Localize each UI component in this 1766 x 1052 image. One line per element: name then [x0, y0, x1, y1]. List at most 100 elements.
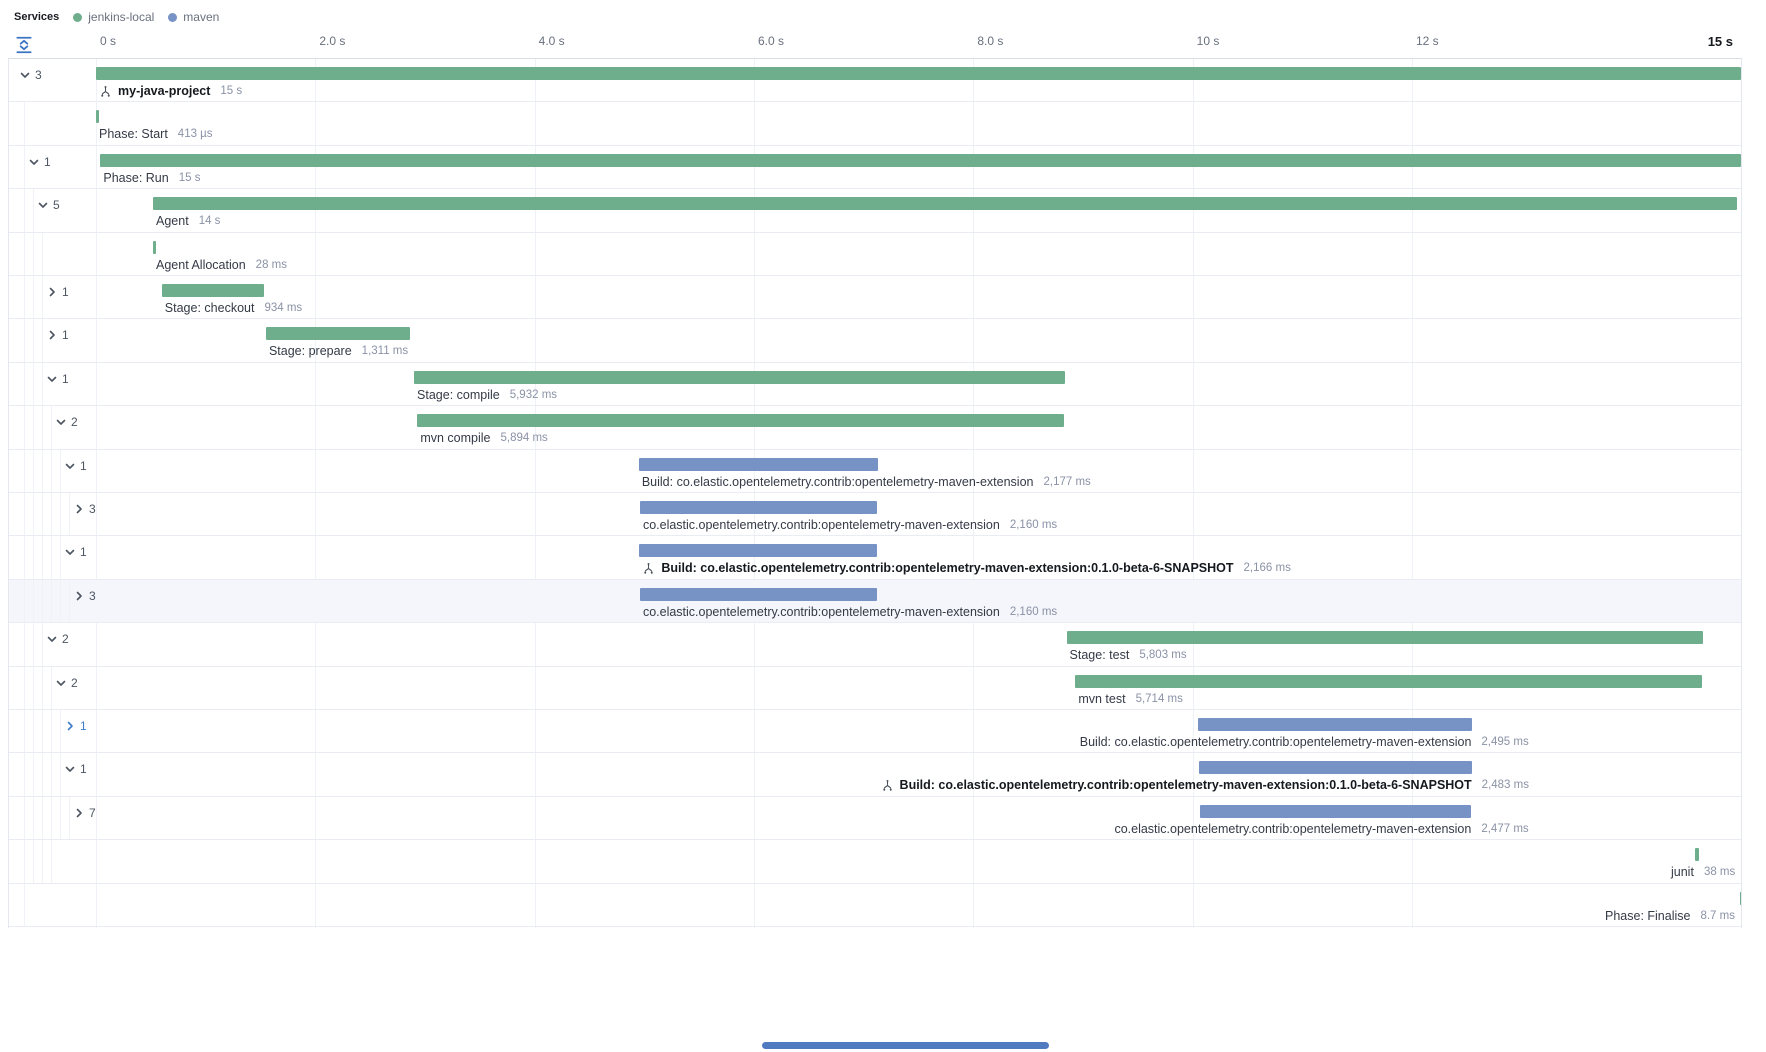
tree-guide-line: [42, 449, 43, 492]
span-bar[interactable]: [639, 544, 877, 558]
span-row[interactable]: Phase: Start 413 µs: [9, 102, 1741, 146]
span-duration: 1,311 ms: [361, 345, 409, 358]
span-row[interactable]: 1 Stage: prepare 1,311 ms: [9, 319, 1741, 363]
tree-guide-line: [51, 666, 52, 709]
span-duration: 413 µs: [177, 128, 213, 141]
expand-toggle-button[interactable]: 1: [64, 459, 87, 473]
tree-guide-line: [24, 536, 25, 579]
span-row[interactable]: 3 co.elastic.opentelemetry.contrib:opente…: [9, 579, 1741, 624]
span-name: Phase: Run: [103, 170, 169, 185]
span-name: Agent Allocation: [156, 257, 246, 272]
expand-toggle-button[interactable]: 1: [46, 372, 69, 386]
chevron-right-icon: [46, 286, 58, 298]
span-bar[interactable]: [1199, 761, 1472, 775]
span-bar[interactable]: [161, 284, 265, 297]
span-bar[interactable]: [1199, 804, 1472, 818]
tree-guide-line: [33, 276, 34, 319]
span-label: Agent Allocation 28 ms: [156, 258, 287, 272]
span-row[interactable]: 2 mvn compile 5,894 ms: [9, 406, 1741, 450]
span-row[interactable]: 3 co.elastic.opentelemetry.contrib:opente…: [9, 493, 1741, 537]
horizontal-scrollbar-thumb[interactable]: [762, 1042, 1049, 1049]
expand-toggle-button[interactable]: 1: [64, 545, 87, 559]
expand-toggle-button[interactable]: 1: [46, 328, 69, 342]
span-duration: 2,477 ms: [1481, 822, 1529, 835]
child-count-badge: 1: [80, 762, 87, 777]
expand-toggle-button[interactable]: 1: [46, 285, 69, 299]
timeline-tick-label: 4.0 s: [538, 34, 565, 48]
span-bar[interactable]: [1066, 631, 1703, 645]
child-count-badge: 1: [62, 328, 69, 343]
expand-toggle-button[interactable]: 1: [28, 155, 51, 169]
span-row[interactable]: 1 Stage: compile 5,932 ms: [9, 362, 1741, 407]
tree-guide-line: [33, 623, 34, 666]
expand-toggle-button[interactable]: 2: [55, 676, 78, 690]
span-row[interactable]: 5 Agent 14 s: [9, 189, 1741, 233]
span-bar[interactable]: [417, 414, 1064, 428]
expand-toggle-button[interactable]: 7: [73, 806, 96, 820]
span-bar[interactable]: [414, 370, 1065, 384]
expand-toggle-button[interactable]: 2: [46, 632, 69, 646]
span-bar[interactable]: [96, 110, 99, 124]
expand-toggle-button[interactable]: 5: [37, 198, 60, 212]
span-bar[interactable]: [639, 501, 877, 514]
child-count-badge: 2: [71, 415, 78, 430]
span-label: Stage: test 5,803 ms: [1070, 648, 1187, 662]
span-name: Build: co.elastic.opentelemetry.contrib:…: [899, 778, 1472, 793]
span-label: Stage: checkout 934 ms: [165, 301, 302, 315]
span-bar[interactable]: [1075, 674, 1702, 688]
legend-service-name: jenkins-local: [88, 10, 155, 24]
tree-guide-line: [60, 536, 61, 579]
expand-toggle-button[interactable]: 1: [64, 719, 87, 733]
span-label: co.elastic.opentelemetry.contrib:opentel…: [1114, 822, 1528, 836]
span-row[interactable]: 1 Build: co.elastic.opentelemetry.contrib…: [9, 753, 1741, 797]
span-row[interactable]: Phase: Finalise 8.7 ms: [9, 883, 1741, 927]
span-row[interactable]: 2 mvn test 5,714 ms: [9, 666, 1741, 710]
span-bar[interactable]: [638, 457, 878, 471]
expand-toggle-button[interactable]: 1: [64, 762, 87, 776]
span-row[interactable]: 1 Build: co.elastic.opentelemetry.contrib…: [9, 449, 1741, 493]
span-row[interactable]: 3 my-java-project 15 s: [9, 59, 1741, 103]
span-row[interactable]: junit 38 ms: [9, 840, 1741, 884]
expand-toggle-button[interactable]: 2: [55, 415, 78, 429]
span-bar[interactable]: [96, 67, 1741, 80]
tree-guide-line: [24, 493, 25, 536]
child-count-badge: 3: [35, 68, 42, 82]
tree-guide-line: [24, 710, 25, 753]
span-bar[interactable]: [153, 197, 1737, 211]
span-bar[interactable]: [639, 587, 877, 601]
expand-toggle-button[interactable]: 3: [73, 589, 96, 603]
span-row[interactable]: 1 Stage: checkout 934 ms: [9, 276, 1741, 320]
span-bar[interactable]: [153, 240, 157, 254]
span-name: mvn compile: [420, 431, 491, 446]
child-count-badge: 2: [62, 632, 69, 647]
span-row[interactable]: 1 Build: co.elastic.opentelemetry.contrib…: [9, 536, 1741, 580]
span-label: co.elastic.opentelemetry.contrib:opentel…: [643, 518, 1057, 532]
tree-guide-line: [42, 362, 43, 406]
span-label: Phase: Start 413 µs: [99, 127, 213, 141]
span-bar[interactable]: [1739, 891, 1741, 905]
expand-toggle-button[interactable]: 3: [19, 68, 42, 82]
span-row[interactable]: 1 Build: co.elastic.opentelemetry.contrib…: [9, 710, 1741, 754]
span-label: junit 38 ms: [1671, 865, 1735, 879]
span-row[interactable]: 2 Stage: test 5,803 ms: [9, 623, 1741, 667]
tree-guide-line: [24, 319, 25, 362]
span-name: mvn test: [1078, 691, 1126, 706]
span-bar[interactable]: [265, 327, 410, 341]
span-row[interactable]: Agent Allocation 28 ms: [9, 232, 1741, 276]
expand-toggle-button[interactable]: 3: [73, 502, 96, 516]
tree-guide-line: [51, 840, 52, 883]
span-name: Stage: prepare: [268, 344, 352, 359]
chevron-down-icon: [46, 633, 58, 645]
tree-guide-line: [42, 579, 43, 623]
span-name: Stage: checkout: [164, 301, 255, 315]
span-duration: 2,166 ms: [1243, 562, 1291, 575]
span-bar[interactable]: [1198, 718, 1472, 731]
cross-service-icon: [99, 85, 112, 98]
child-count-badge: 7: [89, 805, 96, 820]
span-bar[interactable]: [100, 153, 1741, 167]
span-bar[interactable]: [1694, 848, 1700, 862]
legend-color-dot: [73, 12, 83, 22]
span-row[interactable]: 1 Phase: Run 15 s: [9, 145, 1741, 190]
collapse-all-icon[interactable]: [14, 35, 34, 55]
span-row[interactable]: 7 co.elastic.opentelemetry.contrib:opente…: [9, 796, 1741, 841]
